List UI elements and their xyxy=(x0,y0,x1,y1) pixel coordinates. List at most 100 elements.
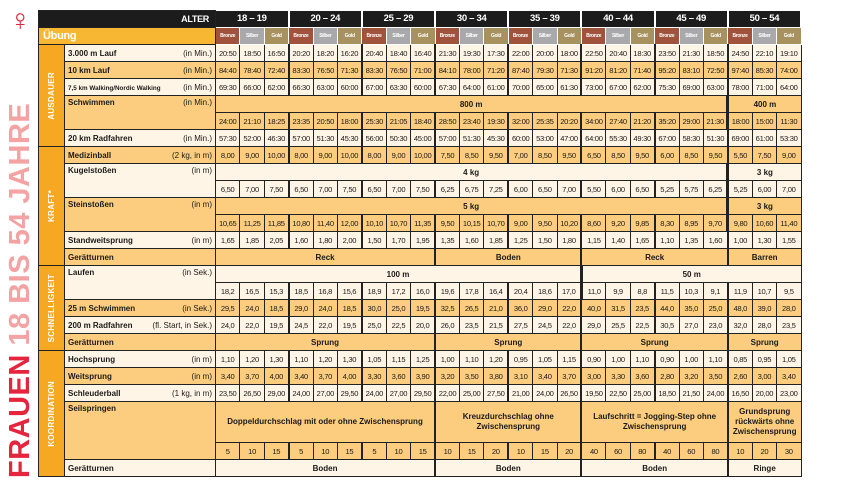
value-cell: 22,0 xyxy=(556,299,582,317)
value-cell: 20:20 xyxy=(287,44,314,62)
value-cell: 21:30 xyxy=(678,44,704,62)
value-cell: 6,75 xyxy=(458,180,485,198)
value-cell: 10,15 xyxy=(458,214,485,232)
value-cell: 81:20 xyxy=(605,61,631,79)
value-cell: 1,10 xyxy=(214,350,241,368)
value-cell: 73:00 xyxy=(580,78,607,96)
value-cell: 26,50 xyxy=(239,384,265,402)
value-cell: 11,5 xyxy=(653,282,680,300)
value-cell: 83:30 xyxy=(287,61,314,79)
exercise-unit: (2 kg, in m) xyxy=(171,150,212,160)
age-group-header: 40 – 44 xyxy=(581,10,656,28)
value-cell: 71:00 xyxy=(751,78,778,96)
exercise-unit: (in Min.) xyxy=(183,98,212,107)
value-cell: 9,00 xyxy=(239,146,265,164)
value-cell: 65:00 xyxy=(532,78,558,96)
exercise-unit: (in m) xyxy=(191,166,212,175)
value-cell: 75:30 xyxy=(653,78,680,96)
value-cell: 27,00 xyxy=(385,384,412,402)
value-cell: 10,65 xyxy=(214,214,241,232)
value-cell: 9,00 xyxy=(385,146,412,164)
value-cell: 10,60 xyxy=(751,214,778,232)
value-cell: 55:30 xyxy=(605,129,631,147)
value-cell: 20 xyxy=(483,442,509,460)
table-row: Gerätturnen Sprung Sprung Sprung Sprung xyxy=(39,333,802,351)
value-cell: 10 xyxy=(726,442,753,460)
value-cell: 10 xyxy=(434,442,460,460)
value-cell: 21:05 xyxy=(385,112,412,130)
table-row: 18,2 16,5 15,3 18,5 16,8 15,6 18,9 17,2 16,0 19,6… xyxy=(39,282,802,300)
exercise-unit: (in Sek.) xyxy=(182,268,212,277)
value-cell: 6,50 xyxy=(580,146,607,164)
exercise-unit: (in Min.) xyxy=(183,65,212,75)
value-cell: 17,0 xyxy=(556,282,582,300)
exercise-label: 10 km Lauf (in Min.) xyxy=(64,61,216,79)
exercise-name: Standweitsprung xyxy=(68,235,133,245)
value-cell: 10 xyxy=(385,442,412,460)
value-cell: 3,20 xyxy=(678,367,704,385)
value-cell: 6,50 xyxy=(532,180,558,198)
value-cell: 1,30 xyxy=(336,350,363,368)
exercise-name: Kugelstoßen xyxy=(68,166,117,175)
value-cell: 3,60 xyxy=(385,367,412,385)
value-cell: 71:30 xyxy=(336,61,363,79)
value-cell: 6,00 xyxy=(507,180,534,198)
value-cell: 29,5 xyxy=(214,299,241,317)
value-cell: 1,00 xyxy=(726,231,753,249)
value-cell: 23,5 xyxy=(458,316,485,334)
value-cell: 1,80 xyxy=(312,231,338,249)
value-cell: 22,0 xyxy=(312,316,338,334)
value-cell: 63:30 xyxy=(385,78,412,96)
value-cell: 29,50 xyxy=(336,384,363,402)
value-cell: 16,4 xyxy=(483,282,509,300)
value-cell: 28,0 xyxy=(751,316,778,334)
value-cell: 24,00 xyxy=(287,384,314,402)
value-cell: 18:00 xyxy=(336,112,363,130)
table-row: Kugelstoßen (in m) 4 kg 3 kg xyxy=(39,163,802,198)
value-cell: 8,00 xyxy=(214,146,241,164)
value-cell: 29,0 xyxy=(532,299,558,317)
category-koordination: KOORDINATION xyxy=(38,350,65,477)
value-cell: 10,7 xyxy=(751,282,778,300)
requirement-span: 5 kg xyxy=(214,197,729,215)
exercise-name: Gerätturnen xyxy=(68,252,114,262)
exercise-name: Gerätturnen xyxy=(68,337,114,347)
value-cell: 23,5 xyxy=(776,316,802,334)
value-cell: 60:00 xyxy=(336,78,363,96)
value-cell: 49:30 xyxy=(629,129,656,147)
value-cell: 18,2 xyxy=(214,282,241,300)
value-cell: 7,00 xyxy=(239,180,265,198)
medal-gold: Gold xyxy=(776,27,802,45)
value-cell: 3,90 xyxy=(410,367,436,385)
value-cell: 24,0 xyxy=(312,299,338,317)
exercise-label: Standweitsprung (in m) xyxy=(64,231,216,249)
table-row: Schwimmen (in Min.) 800 m 400 m xyxy=(39,95,802,130)
table-row: 25 m Schwimmen (in Sek.) 29,5 24,0 18,5 29,0 2… xyxy=(39,299,802,317)
value-cell: 25,00 xyxy=(458,384,485,402)
value-cell: 72:50 xyxy=(702,61,729,79)
value-cell: 47:00 xyxy=(556,129,582,147)
medal-silber: Silber xyxy=(239,27,265,45)
value-cell: 3,70 xyxy=(556,367,582,385)
category-ausdauer: AUSDAUER xyxy=(38,44,65,147)
exercise-unit: (in m) xyxy=(191,371,212,381)
table-row: 10 km Lauf (in Min.) 84:40 78:40 72:40 83:30 7… xyxy=(39,61,802,79)
value-cell: 2,80 xyxy=(653,367,680,385)
value-cell: 1,15 xyxy=(580,231,607,249)
value-cell: 21:20 xyxy=(629,112,656,130)
value-cell: 31,5 xyxy=(605,299,631,317)
exercise-name: Steinstoßen xyxy=(68,200,114,209)
value-cell: 15 xyxy=(336,442,363,460)
value-cell: 9,20 xyxy=(605,214,631,232)
medal-bronze: Bronze xyxy=(288,27,314,45)
value-cell: 66:30 xyxy=(287,78,314,96)
requirement-span: Ringe xyxy=(726,459,802,477)
value-cell: 1,10 xyxy=(702,350,729,368)
value-cell: 26,50 xyxy=(556,384,582,402)
value-cell: 19:30 xyxy=(483,112,509,130)
value-cell: 2,60 xyxy=(726,367,753,385)
table-row: KRAFT* Medizinball (2 kg, in m) 8,00 9,00 10,… xyxy=(38,146,802,266)
value-cell: 16,5 xyxy=(239,282,265,300)
value-cell: 19,50 xyxy=(580,384,607,402)
value-cell: 3,50 xyxy=(702,367,729,385)
